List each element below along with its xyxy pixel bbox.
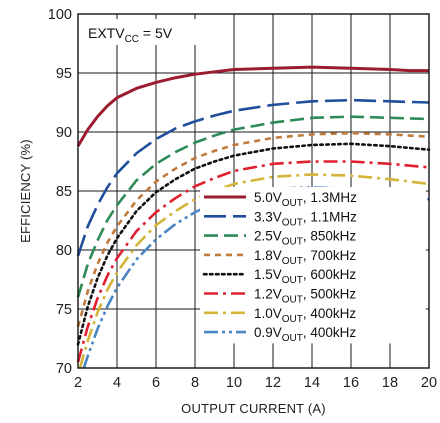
- series-line: [76, 65, 429, 147]
- y-tick-label: 75: [56, 302, 72, 318]
- legend-label: 0.9VOUT, 400kHz: [254, 325, 356, 344]
- y-tick-label: 90: [56, 125, 72, 141]
- annotation-background: [82, 19, 200, 45]
- tick-labels: 2 4 6 8 10 12 14 16 18 20 70 75 80 85 90 95 100: [48, 7, 437, 391]
- x-tick-label: 8: [191, 375, 199, 391]
- annotation-text: EXTVCC = 5V: [88, 25, 173, 45]
- legend-label: 1.0VOUT, 400kHz: [254, 306, 356, 325]
- series-line: [76, 115, 430, 298]
- series-line: [82, 186, 430, 369]
- x-tick-label: 4: [113, 375, 121, 391]
- legend-box: [200, 187, 426, 344]
- y-tick-label: 80: [56, 243, 72, 259]
- x-tick-label: 14: [304, 375, 320, 391]
- legend-label: 2.5VOUT, 850kHz: [254, 229, 356, 248]
- legend-label: 1.2VOUT, 500kHz: [254, 287, 356, 306]
- x-tick-label: 16: [343, 375, 359, 391]
- y-tick-label: 100: [48, 7, 72, 23]
- x-tick-label: 6: [152, 375, 160, 391]
- plot-border: [77, 13, 430, 369]
- x-tick-label: 10: [226, 375, 242, 391]
- legend-label: 5.0VOUT, 1.3MHz: [254, 190, 357, 209]
- x-tick-label: 2: [74, 375, 82, 391]
- annotation-sub: CC: [125, 34, 139, 45]
- x-axis-title: OUTPUT CURRENT (A): [181, 401, 326, 416]
- series-line: [78, 173, 430, 369]
- series-line: [76, 131, 430, 328]
- annotation-box: EXTVCC = 5V: [82, 19, 200, 45]
- legend-background: [200, 187, 426, 344]
- annotation-tail: = 5V: [139, 25, 173, 41]
- plot-frame: [77, 13, 430, 369]
- legend-label: 1.8VOUT, 700kHz: [254, 248, 356, 267]
- series-line: [76, 98, 430, 257]
- legend-label: 3.3VOUT, 1.1MHz: [254, 209, 357, 228]
- x-tick-label: 18: [382, 375, 398, 391]
- legend-label: 1.5VOUT, 600kHz: [254, 267, 356, 286]
- x-tick-label: 20: [421, 375, 437, 391]
- y-tick-label: 85: [56, 184, 72, 200]
- y-tick-label: 70: [56, 361, 72, 377]
- y-axis-title: EFFICIENCY (%): [18, 139, 33, 243]
- annotation-main: EXTV: [88, 25, 125, 41]
- series-line: [76, 160, 430, 363]
- x-tick-label: 12: [265, 375, 281, 391]
- y-tick-label: 95: [56, 66, 72, 82]
- series-lines: [76, 65, 431, 369]
- series-line: [76, 142, 431, 346]
